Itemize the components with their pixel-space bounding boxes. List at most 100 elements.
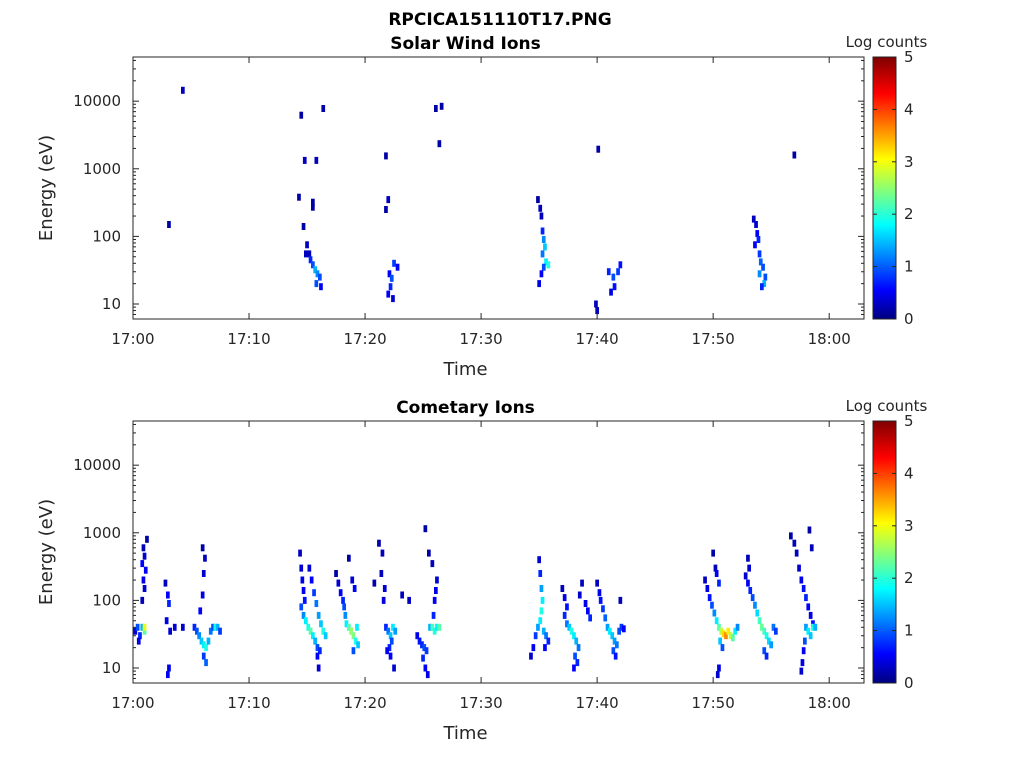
data-cell [724,632,728,640]
data-cell [806,627,811,635]
data-cell [608,627,612,635]
data-cell [596,145,601,153]
data-cell [718,637,722,645]
data-cell [800,659,805,667]
data-cell [618,596,623,604]
data-cell [203,554,207,562]
data-cell [533,632,538,640]
data-cell [166,671,170,679]
data-cell [407,596,411,604]
data-cell [195,627,199,635]
data-cell [218,627,222,635]
data-cell [385,647,389,655]
x-tick-label: 17:00 [111,694,154,712]
data-cell [142,623,147,631]
data-cell [420,641,424,649]
cometary-panel: Cometary Ions 17:00 17:10 17:20 17:30 17:40 17… [36,397,928,744]
data-cell [304,617,308,625]
data-cell [610,632,615,640]
data-cell [755,609,760,617]
data-cell [316,611,321,619]
data-cell [572,632,576,640]
data-cell [540,227,545,235]
data-cell [753,241,757,249]
data-cell [350,576,355,584]
data-cell [569,627,574,635]
data-cell [613,652,618,660]
data-cell [299,564,304,572]
data-cell [809,544,814,552]
data-cell [297,193,301,201]
data-cell [299,111,304,119]
data-cell [712,609,717,617]
data-cell [437,140,442,148]
data-cell [760,283,764,291]
data-cell [546,637,551,645]
colorbar-label: Log counts [846,33,928,51]
data-cell [140,560,145,568]
data-cell [300,576,305,584]
data-cell [713,564,718,572]
data-cell [576,644,581,652]
data-cell [595,307,599,315]
data-cell [540,250,545,258]
data-cell [388,652,393,660]
x-tick-label: 17:20 [343,694,386,712]
data-cell [565,603,569,611]
x-tick-label: 17:30 [459,694,502,712]
data-cell [586,607,590,615]
data-cell [726,627,731,635]
data-cell [201,652,206,660]
data-cell [755,230,760,238]
data-cell [707,594,712,602]
data-cell [379,570,384,577]
data-cell [168,627,172,635]
data-cell [531,644,536,652]
figure-title: RPCICA151110T17.PNG [388,10,611,30]
data-cell [801,585,806,592]
data-cell [430,560,435,568]
data-cell [721,630,726,638]
colorbar-tick-label: 0 [904,310,914,328]
data-cell [198,607,203,615]
data-cell [181,86,185,94]
data-cell [762,280,767,288]
data-cell [616,268,620,276]
data-cell [142,627,147,635]
data-cell [428,623,432,631]
data-cell [792,151,797,159]
data-cell [539,270,544,278]
y-axis-label: Energy (eV) [36,135,57,241]
data-cell [811,623,815,631]
data-cell [609,288,613,296]
data-cell [323,632,328,640]
data-cell [384,623,388,631]
data-cell [746,554,750,562]
data-cell [400,591,404,599]
x-tick-label: 17:50 [692,330,735,348]
data-cell [544,632,548,640]
x-tick-label: 17:10 [227,330,270,348]
data-cell [314,280,319,288]
colorbar-tick-label: 1 [904,258,914,276]
data-cell [308,256,313,264]
x-tick-label: 18:00 [808,330,851,348]
data-cell [321,627,326,635]
data-cell [316,664,321,672]
panel-title: Solar Wind Ions [390,34,541,54]
data-cell [355,623,359,631]
data-cell [352,585,357,592]
data-cell [541,627,546,635]
data-cell [311,261,315,269]
data-cell [145,535,149,543]
data-cell [164,617,169,625]
y-tick-label: 10000 [73,456,121,474]
data-cell [540,596,545,604]
data-cell [622,625,626,633]
data-cell [546,261,551,269]
data-cell [619,623,624,631]
data-cell [714,570,719,577]
data-cell [580,579,584,587]
colorbar-tick-label: 3 [904,153,914,171]
data-cell [197,632,201,640]
